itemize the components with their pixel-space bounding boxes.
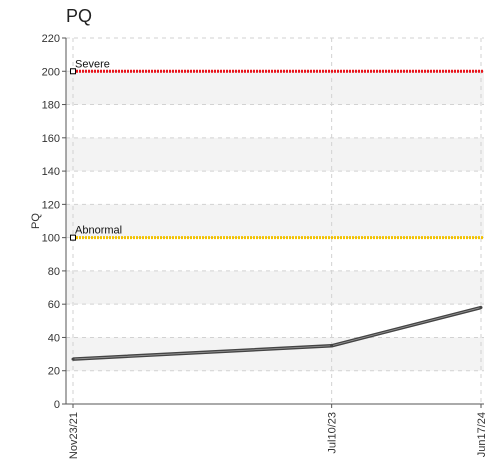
reference-line-label: Abnormal — [75, 225, 122, 237]
x-tick-label: Jul10/23 — [327, 412, 339, 454]
x-tick-label: Nov23/21 — [68, 412, 80, 459]
y-tick-label: 100 — [42, 233, 60, 245]
y-tick-label: 140 — [42, 166, 60, 178]
grid-band — [66, 204, 484, 238]
y-tick-label: 120 — [42, 199, 60, 211]
chart-title: PQ — [66, 6, 93, 26]
reference-line-label: Severe — [75, 58, 110, 70]
y-axis-label: PQ — [30, 213, 42, 229]
grid-band — [66, 270, 484, 305]
grid-band — [66, 71, 484, 105]
data-point — [479, 306, 483, 310]
reference-marker — [70, 68, 76, 75]
reference-marker — [70, 234, 76, 241]
y-tick-label: 40 — [48, 332, 60, 344]
y-tick-label: 220 — [42, 33, 60, 45]
y-tick-label: 200 — [42, 66, 60, 78]
data-point — [330, 344, 334, 348]
y-tick-label: 80 — [48, 266, 60, 278]
y-tick-label: 180 — [42, 100, 60, 112]
grid-band — [66, 337, 484, 371]
y-tick-label: 160 — [42, 133, 60, 145]
data-point — [71, 357, 75, 361]
x-tick-label: Jun17/24 — [476, 412, 488, 457]
grid-band — [66, 137, 484, 172]
y-tick-label: 60 — [48, 299, 60, 311]
y-tick-label: 20 — [48, 366, 60, 378]
y-tick-label: 0 — [54, 399, 60, 411]
